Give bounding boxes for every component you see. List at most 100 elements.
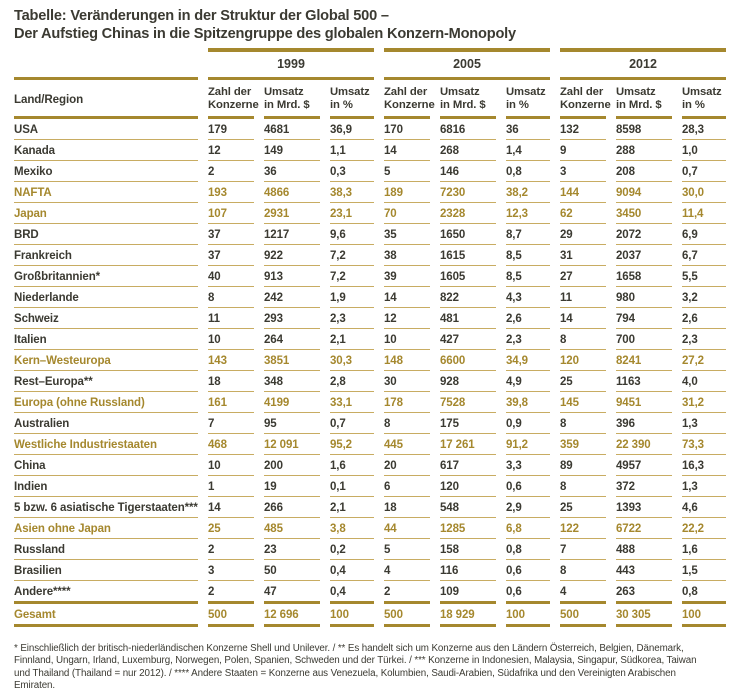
cell-companies-1999: 10 — [208, 455, 254, 476]
cell-companies-2005: 14 — [384, 287, 430, 308]
cell-companies-1999: 179 — [208, 119, 254, 140]
cell-share-1999: 0,2 — [330, 539, 374, 560]
cell-share-2012: 11,4 — [682, 203, 726, 224]
header-line-1: Zahl der — [560, 86, 604, 98]
row-label: Kanada — [14, 140, 198, 161]
cell-companies-2005: 170 — [384, 119, 430, 140]
cell-companies-2012: 8 — [560, 560, 606, 581]
cell-companies-1999: 1 — [208, 476, 254, 497]
header-line-2: in % — [330, 99, 353, 111]
cell-companies-2005: 30 — [384, 371, 430, 392]
cell-companies-2005: 38 — [384, 245, 430, 266]
cell-revenue-1999: 12 696 — [264, 604, 320, 627]
column-header-share-1999: Umsatz in % — [330, 80, 374, 119]
cell-share-1999: 0,3 — [330, 161, 374, 182]
cell-companies-2012: 122 — [560, 518, 606, 539]
cell-companies-1999: 37 — [208, 224, 254, 245]
cell-companies-2012: 120 — [560, 350, 606, 371]
cell-share-2005: 8,5 — [506, 266, 550, 287]
cell-revenue-1999: 47 — [264, 581, 320, 604]
cell-revenue-2012: 980 — [616, 287, 672, 308]
cell-share-2005: 0,8 — [506, 161, 550, 182]
header-line-1: Zahl der — [208, 86, 252, 98]
cell-revenue-2012: 8241 — [616, 350, 672, 371]
row-label: NAFTA — [14, 182, 198, 203]
cell-share-2012: 16,3 — [682, 455, 726, 476]
row-label: China — [14, 455, 198, 476]
cell-share-1999: 2,3 — [330, 308, 374, 329]
column-header-land-region: Land/Region — [14, 80, 198, 119]
cell-revenue-1999: 4199 — [264, 392, 320, 413]
row-label: Schweiz — [14, 308, 198, 329]
row-label: 5 bzw. 6 asiatische Tigerstaaten*** — [14, 497, 198, 518]
cell-revenue-1999: 36 — [264, 161, 320, 182]
cell-share-2012: 3,2 — [682, 287, 726, 308]
cell-companies-2005: 35 — [384, 224, 430, 245]
cell-companies-2005: 10 — [384, 329, 430, 350]
cell-share-1999: 1,6 — [330, 455, 374, 476]
cell-share-2005: 4,3 — [506, 287, 550, 308]
cell-share-2012: 1,3 — [682, 476, 726, 497]
cell-revenue-1999: 4866 — [264, 182, 320, 203]
column-header-share-2005: Umsatz in % — [506, 80, 550, 119]
cell-companies-1999: 8 — [208, 287, 254, 308]
cell-revenue-2005: 548 — [440, 497, 496, 518]
cell-share-1999: 2,1 — [330, 497, 374, 518]
cell-revenue-1999: 4681 — [264, 119, 320, 140]
cell-revenue-1999: 200 — [264, 455, 320, 476]
cell-revenue-2005: 175 — [440, 413, 496, 434]
cell-revenue-2012: 3450 — [616, 203, 672, 224]
cell-revenue-2005: 1615 — [440, 245, 496, 266]
cell-companies-2005: 12 — [384, 308, 430, 329]
cell-revenue-1999: 242 — [264, 287, 320, 308]
cell-companies-2012: 8 — [560, 476, 606, 497]
year-header-2012: 2012 — [560, 48, 726, 77]
cell-companies-1999: 10 — [208, 329, 254, 350]
cell-share-2005: 0,6 — [506, 581, 550, 604]
cell-companies-1999: 500 — [208, 604, 254, 627]
cell-revenue-2005: 18 929 — [440, 604, 496, 627]
cell-revenue-1999: 922 — [264, 245, 320, 266]
row-label: Italien — [14, 329, 198, 350]
header-line-1: Umsatz — [616, 86, 656, 98]
year-header-1999: 1999 — [208, 48, 374, 77]
cell-companies-2012: 27 — [560, 266, 606, 287]
row-label: Großbritannien* — [14, 266, 198, 287]
cell-companies-2005: 39 — [384, 266, 430, 287]
header-line-1: Umsatz — [330, 86, 370, 98]
cell-revenue-2005: 6600 — [440, 350, 496, 371]
cell-revenue-2005: 116 — [440, 560, 496, 581]
cell-companies-2012: 9 — [560, 140, 606, 161]
year-header-2005: 2005 — [384, 48, 550, 77]
cell-revenue-2005: 6816 — [440, 119, 496, 140]
cell-revenue-2005: 17 261 — [440, 434, 496, 455]
cell-revenue-2005: 120 — [440, 476, 496, 497]
cell-share-1999: 100 — [330, 604, 374, 627]
cell-share-2005: 3,3 — [506, 455, 550, 476]
row-label: Kern–Westeuropa — [14, 350, 198, 371]
row-label: Mexiko — [14, 161, 198, 182]
row-label: Rest–Europa** — [14, 371, 198, 392]
header-line-2: in % — [682, 99, 705, 111]
cell-share-1999: 1,1 — [330, 140, 374, 161]
cell-share-2012: 6,9 — [682, 224, 726, 245]
cell-companies-2005: 4 — [384, 560, 430, 581]
cell-revenue-2005: 928 — [440, 371, 496, 392]
cell-share-1999: 0,4 — [330, 581, 374, 604]
row-label: Europa (ohne Russland) — [14, 392, 198, 413]
header-line-2: Konzerne — [560, 99, 611, 111]
cell-revenue-2005: 109 — [440, 581, 496, 604]
cell-revenue-2012: 30 305 — [616, 604, 672, 627]
cell-share-2005: 2,6 — [506, 308, 550, 329]
cell-companies-1999: 7 — [208, 413, 254, 434]
cell-revenue-2005: 427 — [440, 329, 496, 350]
cell-companies-2005: 500 — [384, 604, 430, 627]
cell-share-2005: 38,2 — [506, 182, 550, 203]
cell-companies-2005: 189 — [384, 182, 430, 203]
column-header-revenue-2012: Umsatz in Mrd. $ — [616, 80, 672, 119]
cell-revenue-2005: 268 — [440, 140, 496, 161]
cell-revenue-1999: 264 — [264, 329, 320, 350]
cell-share-1999: 30,3 — [330, 350, 374, 371]
cell-companies-2005: 148 — [384, 350, 430, 371]
cell-companies-1999: 3 — [208, 560, 254, 581]
